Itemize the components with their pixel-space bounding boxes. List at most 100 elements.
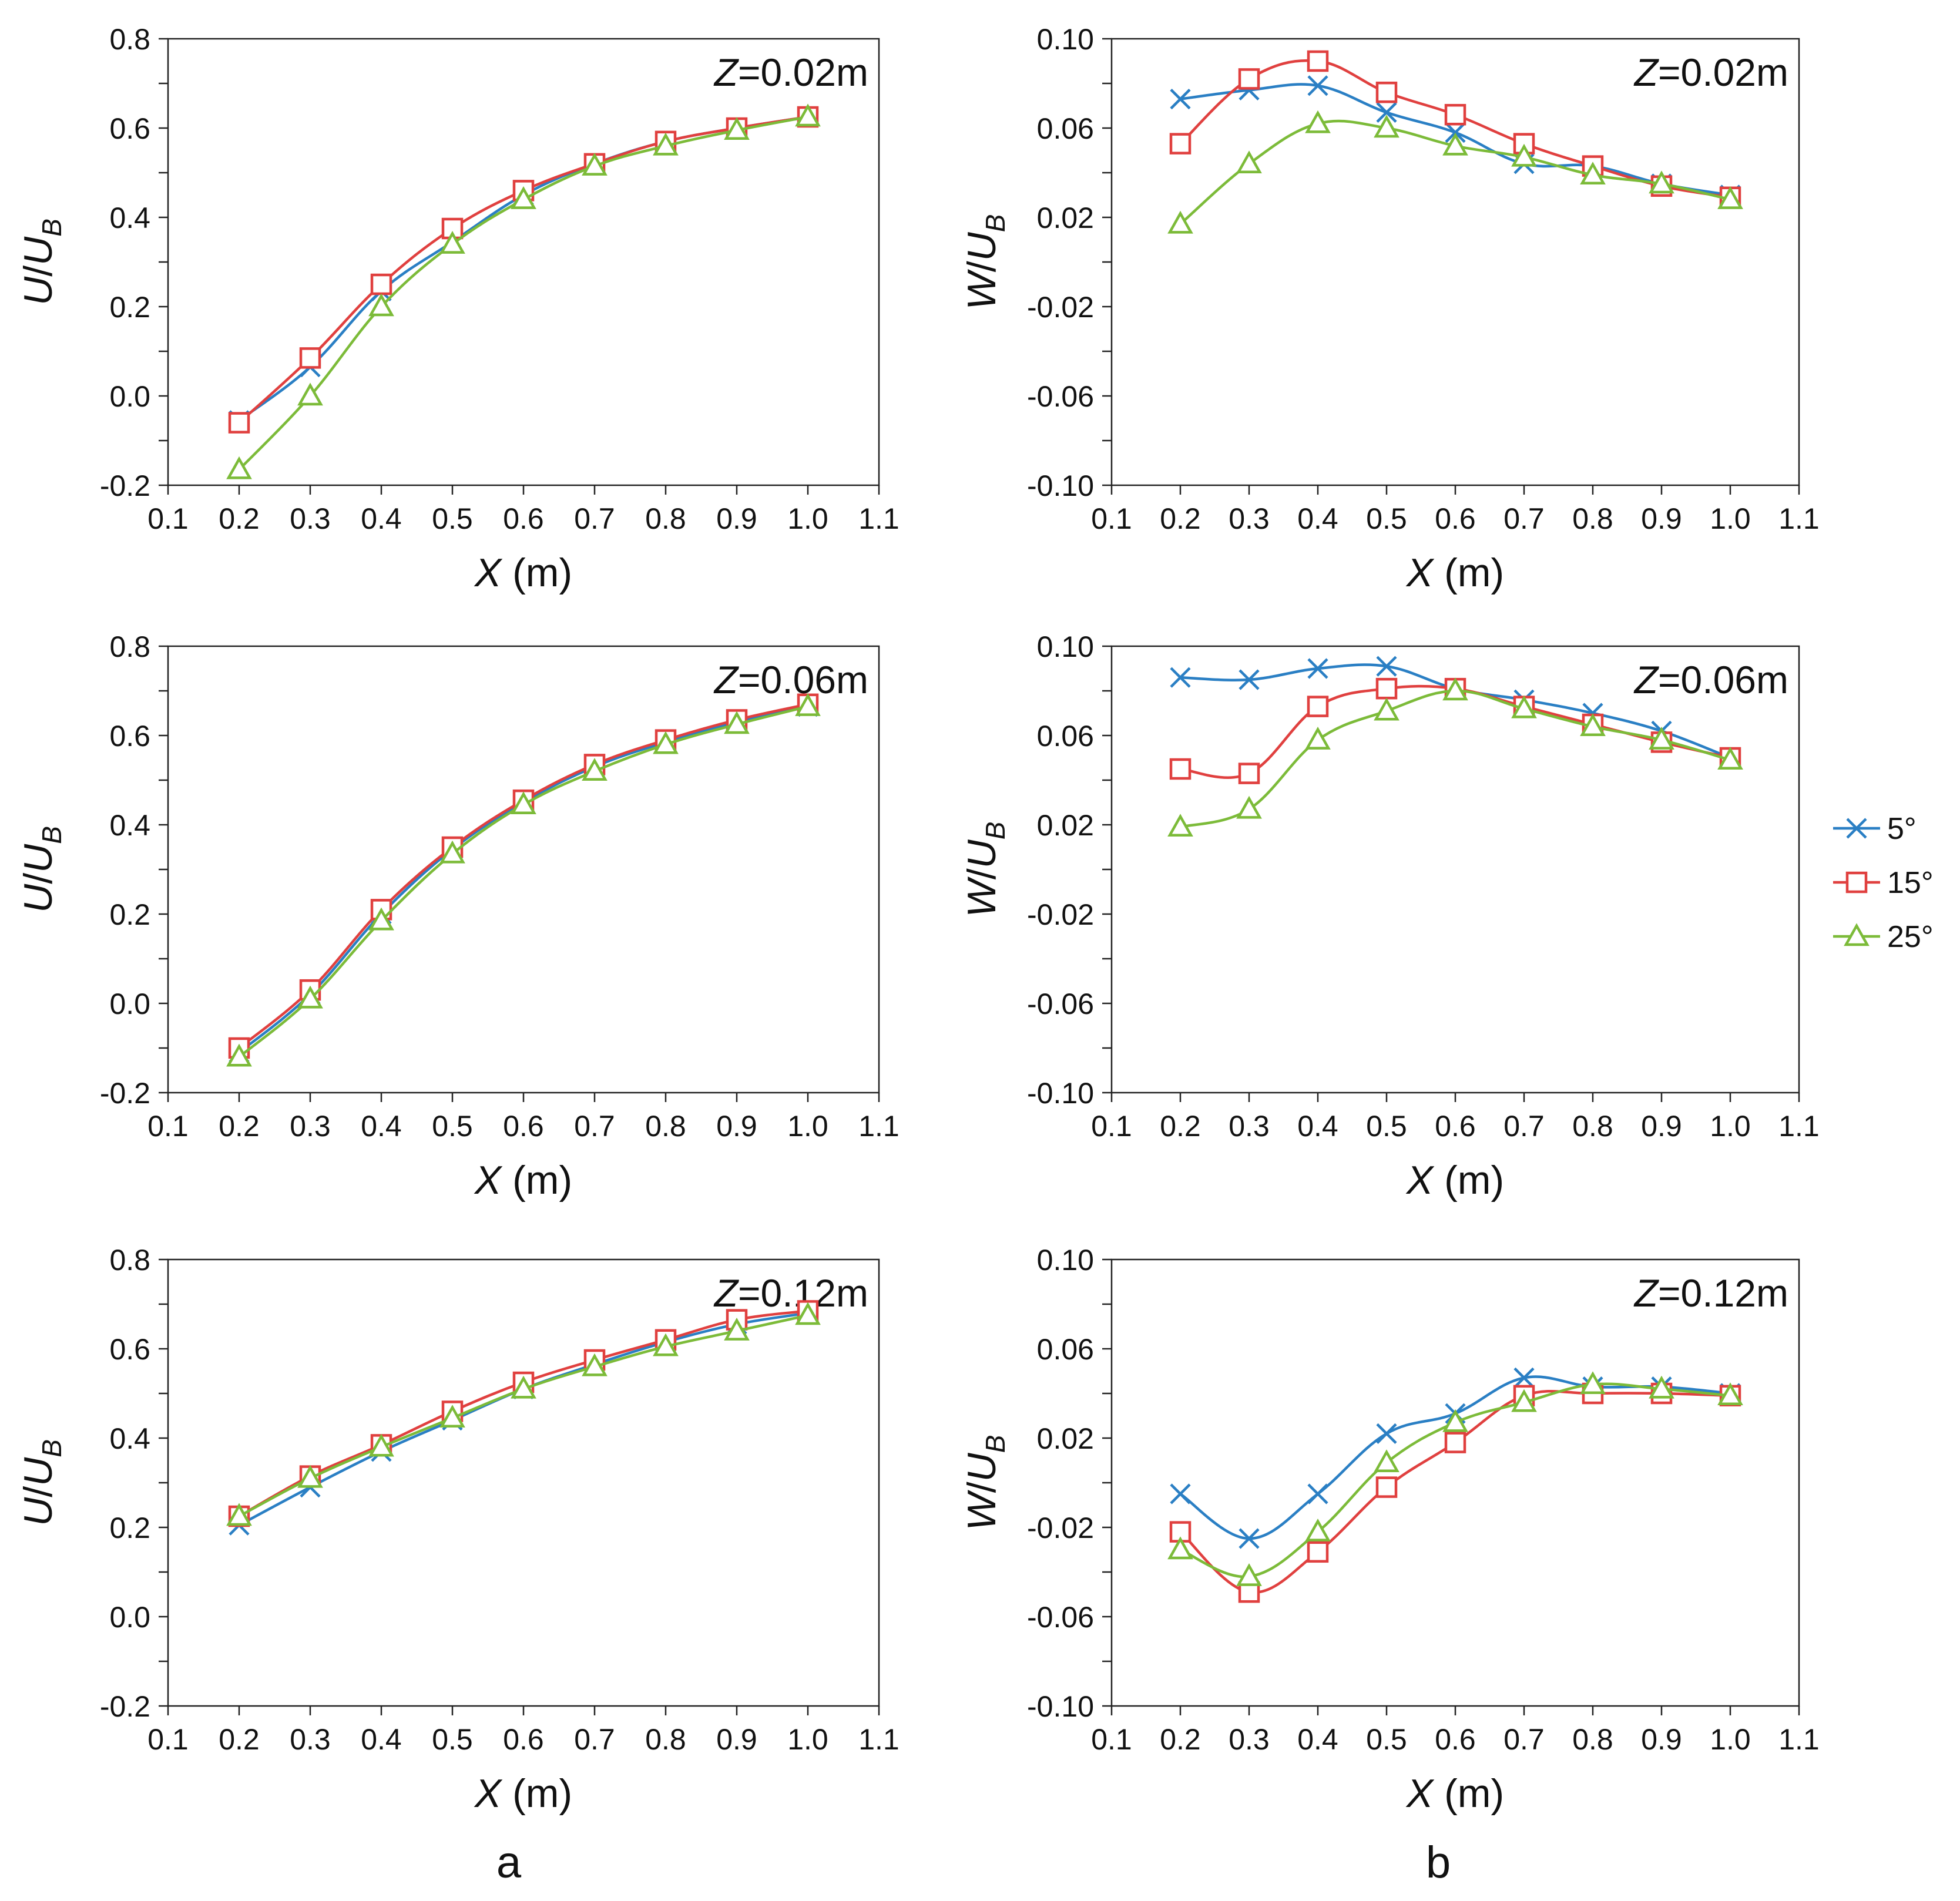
- x-tick-label: 0.7: [1503, 502, 1545, 535]
- series-line-25deg: [1179, 689, 1732, 829]
- data-point-15deg: [1513, 133, 1535, 155]
- data-point-25deg: [1717, 1382, 1743, 1406]
- x-tick-label: 0.7: [1503, 1110, 1545, 1143]
- series-25deg: [226, 1302, 821, 1526]
- x-tick-label: 0.1: [1091, 502, 1132, 535]
- x-tick-label: 0.2: [219, 502, 260, 535]
- data-point-25deg: [368, 907, 394, 931]
- data-point-25deg: [226, 1043, 252, 1067]
- x-tick-label: 0.1: [1091, 1723, 1132, 1756]
- data-point-25deg: [439, 1405, 465, 1428]
- y-tick-label: 0.06: [1037, 1333, 1094, 1366]
- data-point-25deg: [1167, 814, 1193, 837]
- x-tick-label: 0.4: [1297, 1110, 1338, 1143]
- data-point-25deg: [1442, 1409, 1468, 1432]
- y-tick-label: 0.0: [109, 1601, 150, 1634]
- chart-panels: 0.1 0.2 0.3 0.4 0.5 0.6 0.7 0.8 0.9 1.0 1.1 -0.2 0.0…: [16, 23, 1820, 1816]
- data-point-25deg: [653, 132, 679, 156]
- data-point-25deg: [795, 103, 821, 127]
- data-point-15deg: [1238, 68, 1260, 90]
- data-point-25deg: [582, 1353, 608, 1376]
- data-point-25deg: [724, 1318, 750, 1341]
- series-line-5deg: [237, 115, 810, 422]
- y-axis-title: U/UB: [16, 1439, 67, 1526]
- x-tick-label: 1.0: [1710, 1723, 1751, 1756]
- chart-u-z006: 0.1 0.2 0.3 0.4 0.5 0.6 0.7 0.8 0.9 1.0 1.1 -0.2 0.0…: [16, 630, 900, 1203]
- y-tick-label: -0.02: [1027, 1512, 1094, 1544]
- x-tick-label: 0.9: [716, 1110, 757, 1143]
- data-point-25deg: [795, 1302, 821, 1325]
- data-point-5deg: [1445, 122, 1466, 143]
- plot-frame: [1110, 1258, 1800, 1707]
- x-tick-label: 0.9: [1641, 1110, 1682, 1143]
- x-tick-label: 1.0: [1710, 502, 1751, 535]
- data-point-15deg: [1444, 103, 1466, 126]
- chart-w-z006: 0.1 0.2 0.3 0.4 0.5 0.6 0.7 0.8 0.9 1.0 1.1 -0.10 -0…: [959, 630, 1820, 1203]
- x-tick-label: 0.6: [503, 1723, 544, 1756]
- x-tick-label: 0.8: [1572, 502, 1613, 535]
- panel-annotation: Z=0.12m: [713, 1271, 868, 1315]
- data-point-15deg: [1307, 696, 1329, 717]
- x-tick-label: 0.6: [1435, 502, 1476, 535]
- y-tick-label: 0.10: [1037, 1244, 1094, 1277]
- series-line-15deg: [237, 1309, 810, 1518]
- y-tick-label: -0.2: [100, 1077, 150, 1110]
- data-point-5deg: [1170, 1483, 1191, 1504]
- x-tick-label: 0.1: [147, 1110, 189, 1143]
- y-tick-label: 0.8: [109, 1244, 150, 1277]
- data-point-25deg: [1305, 110, 1331, 133]
- x-tick-label: 0.8: [645, 1110, 686, 1143]
- data-point-5deg: [1170, 89, 1191, 110]
- x-tick-label: 0.4: [361, 1723, 402, 1756]
- x-tick-label: 0.6: [1435, 1110, 1476, 1143]
- legend-label: 5°: [1887, 812, 1917, 846]
- data-point-25deg: [1580, 1371, 1606, 1395]
- x-tick-label: 0.8: [1572, 1723, 1613, 1756]
- x-tick-label: 0.5: [432, 1723, 473, 1756]
- data-point-25deg: [439, 231, 465, 254]
- x-axis-title: X (m): [1405, 550, 1504, 595]
- x-tick-label: 0.2: [1160, 1110, 1201, 1143]
- x-tick-label: 0.1: [1091, 1110, 1132, 1143]
- data-point-25deg: [1305, 727, 1331, 750]
- chart-w-z012: 0.1 0.2 0.3 0.4 0.5 0.6 0.7 0.8 0.9 1.0 1.1 -0.10 -0…: [959, 1244, 1820, 1816]
- x-axis-title: X (m): [474, 1771, 572, 1816]
- x-tick-label: 1.1: [858, 502, 900, 535]
- y-axis-title: W/UB: [959, 214, 1011, 310]
- data-point-25deg: [724, 711, 750, 734]
- legend-marker: [1845, 871, 1868, 894]
- x-tick-label: 0.5: [432, 502, 473, 535]
- x-tick-label: 0.5: [1366, 1723, 1407, 1756]
- data-point-25deg: [1717, 186, 1743, 209]
- x-tick-label: 0.8: [645, 502, 686, 535]
- series-25deg: [1167, 110, 1743, 234]
- legend-marker: [1844, 923, 1870, 946]
- data-point-5deg: [1376, 656, 1397, 677]
- data-point-25deg: [226, 1503, 252, 1526]
- data-point-25deg: [1374, 1449, 1399, 1473]
- x-axis-title: X (m): [474, 1158, 572, 1203]
- y-tick-label: -0.2: [100, 1690, 150, 1723]
- data-point-25deg: [1442, 132, 1468, 156]
- series-line-5deg: [237, 705, 810, 1054]
- x-tick-label: 1.1: [1778, 502, 1820, 535]
- data-point-25deg: [1511, 143, 1537, 167]
- x-tick-label: 0.8: [1572, 1110, 1613, 1143]
- y-axis-title: W/UB: [959, 822, 1011, 918]
- x-tick-label: 0.3: [1229, 1723, 1270, 1756]
- y-tick-label: -0.06: [1027, 380, 1094, 413]
- data-point-25deg: [297, 985, 323, 1009]
- y-tick-label: -0.10: [1027, 1690, 1094, 1723]
- panel-letter-a: a: [496, 1838, 522, 1887]
- data-point-25deg: [1717, 747, 1743, 770]
- x-tick-label: 1.1: [1778, 1723, 1820, 1756]
- series-25deg: [1167, 1371, 1743, 1586]
- panel-annotation: Z=0.02m: [713, 51, 868, 94]
- x-tick-label: 0.8: [645, 1723, 686, 1756]
- x-tick-label: 0.6: [503, 502, 544, 535]
- data-point-15deg: [1169, 758, 1192, 780]
- y-tick-label: 0.6: [109, 1333, 150, 1366]
- data-point-15deg: [1169, 133, 1192, 155]
- x-tick-label: 1.0: [787, 502, 828, 535]
